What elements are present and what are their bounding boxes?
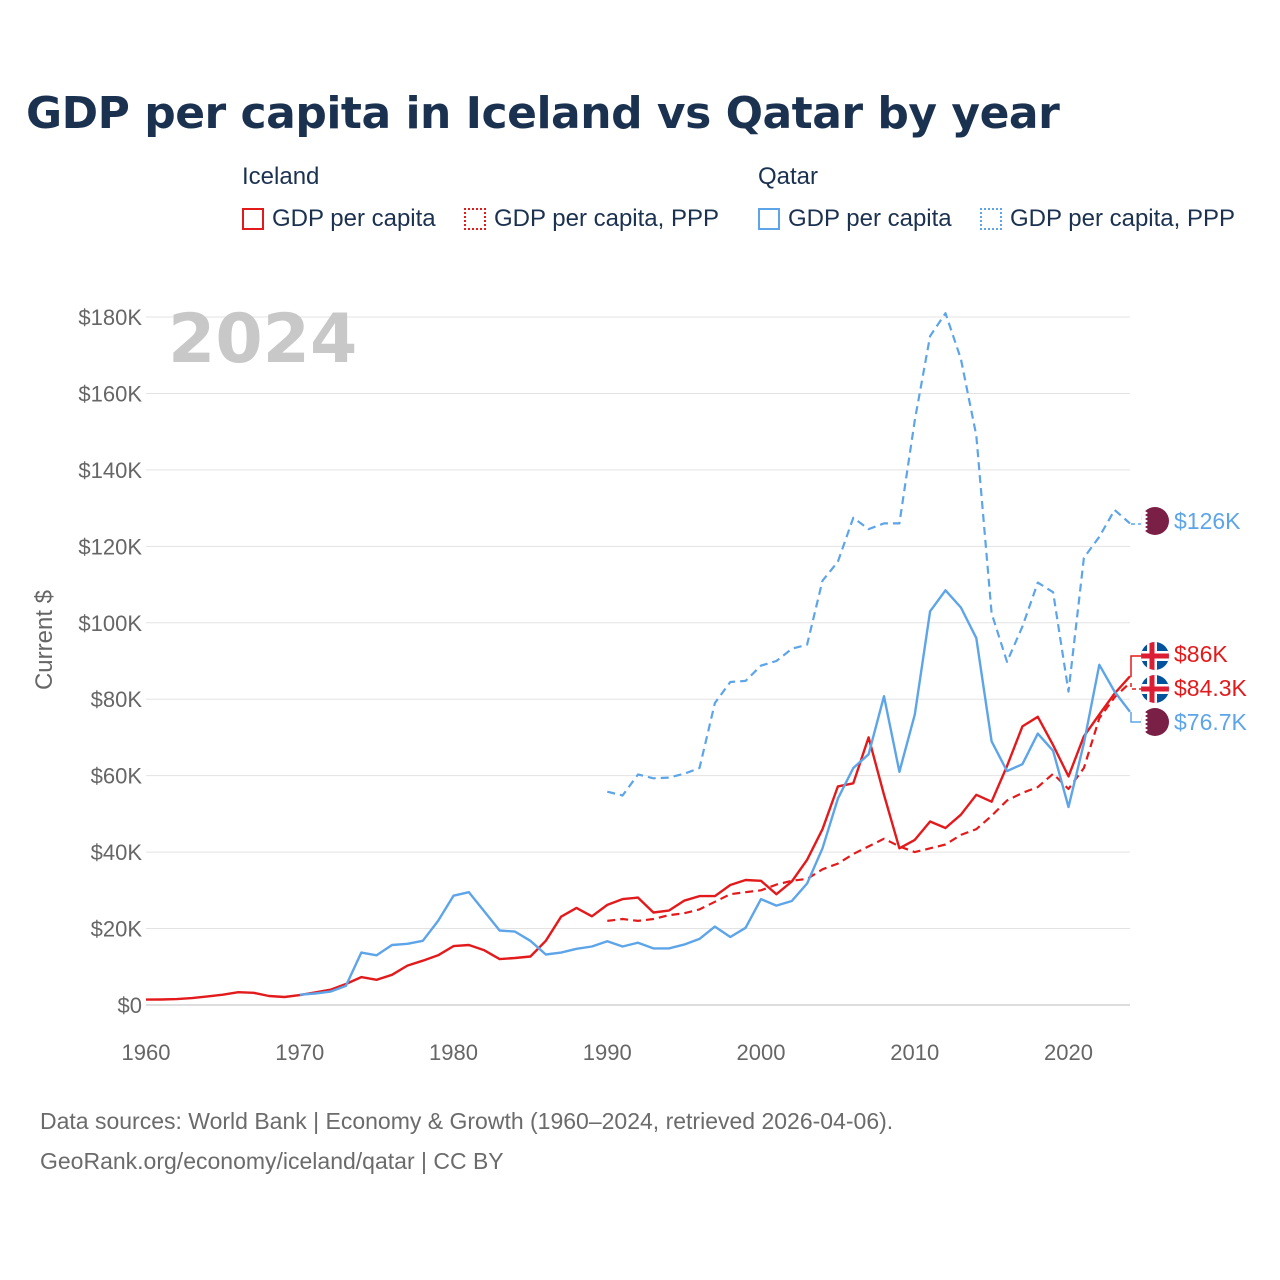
legend-iceland-gdp-label: GDP per capita <box>272 205 436 232</box>
legend-iceland-name: Iceland <box>242 163 320 190</box>
y-tick-label: $160K <box>78 381 142 406</box>
qatar-flag-icon <box>1140 708 1169 736</box>
x-tick-label: 1980 <box>429 1040 478 1065</box>
x-tick-label: 1960 <box>122 1040 171 1065</box>
legend-qatar-name: Qatar <box>758 163 819 190</box>
connector-iceland-gdp <box>1130 655 1141 677</box>
iceland-flag-icon <box>1141 675 1169 703</box>
legend-dotted-blue-swatch <box>980 208 1002 230</box>
year-watermark: 2024 <box>168 300 357 379</box>
connector-iceland-ppp <box>1130 683 1141 690</box>
legend-qatar-ppp[interactable]: GDP per capita, PPP <box>980 205 1235 233</box>
end-label-qatar-ppp: $126K <box>1174 508 1241 534</box>
y-tick-label: $120K <box>78 534 142 559</box>
y-tick-label: $40K <box>91 840 143 865</box>
legend-iceland-ppp-label: GDP per capita, PPP <box>494 205 719 232</box>
chart-title: GDP per capita in Iceland vs Qatar by ye… <box>26 88 1060 139</box>
series-line-1[interactable] <box>145 675 1131 1001</box>
legend-qatar: Qatar GDP per capita GDP per capita, PPP <box>758 163 1258 243</box>
end-markers: $126K $86K $84.3K $76.7K <box>1130 507 1248 736</box>
legend-solid-blue-swatch <box>758 208 780 230</box>
y-tick-label: $80K <box>91 687 143 712</box>
legend-iceland-gdp[interactable]: GDP per capita <box>242 205 436 233</box>
x-tick-label: 1990 <box>583 1040 632 1065</box>
x-tick-label: 2000 <box>737 1040 786 1065</box>
legend-dotted-red-swatch <box>464 208 486 230</box>
series-line-2[interactable] <box>607 681 1131 923</box>
series-line-4[interactable] <box>607 312 1131 797</box>
footer-sources: Data sources: World Bank | Economy & Gro… <box>40 1108 894 1134</box>
x-tick-label: 2010 <box>890 1040 939 1065</box>
y-tick-label: $0 <box>118 993 142 1018</box>
series-line-3[interactable] <box>299 589 1131 996</box>
legend-qatar-gdp-label: GDP per capita <box>788 205 952 232</box>
legend-qatar-gdp[interactable]: GDP per capita <box>758 205 952 233</box>
y-tick-label: $180K <box>78 305 142 330</box>
end-label-iceland-gdp: $86K <box>1174 641 1228 667</box>
footer-link[interactable]: GeoRank.org/economy/iceland/qatar | CC B… <box>40 1148 504 1174</box>
y-tick-label: $100K <box>78 611 142 636</box>
legend-iceland-ppp[interactable]: GDP per capita, PPP <box>464 205 719 233</box>
end-label-qatar-gdp: $76.7K <box>1174 709 1248 735</box>
y-tick-label: $60K <box>91 764 143 789</box>
connector-qatar-gdp <box>1130 712 1141 723</box>
y-axis-label: Current $ <box>31 590 58 690</box>
qatar-flag-icon <box>1140 507 1169 535</box>
iceland-flag-icon <box>1141 642 1169 670</box>
legend-iceland: Iceland GDP per capita GDP per capita, P… <box>242 163 732 243</box>
end-label-iceland-ppp: $84.3K <box>1174 675 1248 701</box>
y-tick-label: $20K <box>91 917 143 942</box>
legend-solid-red-swatch <box>242 208 264 230</box>
legend-qatar-ppp-label: GDP per capita, PPP <box>1010 205 1235 232</box>
y-tick-label: $140K <box>78 458 142 483</box>
x-tick-label: 2020 <box>1044 1040 1093 1065</box>
x-tick-label: 1970 <box>275 1040 324 1065</box>
